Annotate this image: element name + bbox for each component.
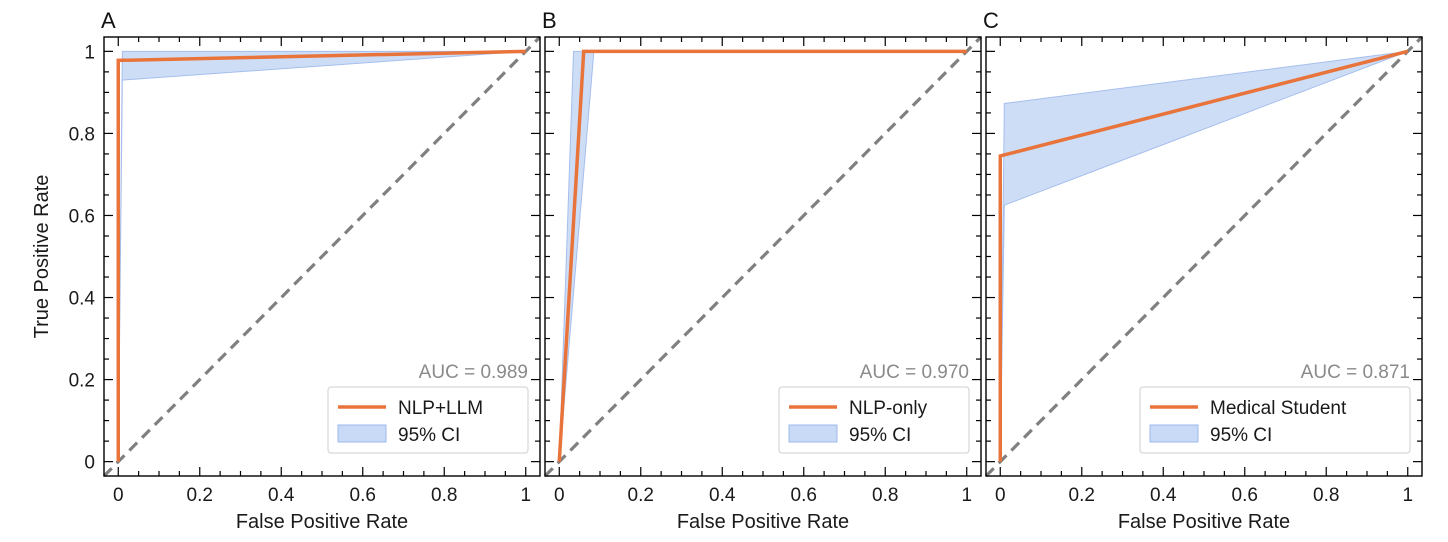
diagonal-layer	[102, 35, 542, 478]
y-tick-label: 0.8	[69, 124, 95, 145]
x-tick-label: 0	[554, 485, 565, 506]
legend-ci-swatch	[788, 424, 838, 443]
auc-annotation: AUC = 0.970	[860, 362, 969, 383]
x-tick-label: 0.8	[872, 485, 898, 506]
legend-ci-label: 95% CI	[849, 425, 911, 446]
y-tick-label: 0.2	[69, 371, 95, 392]
x-tick-label: 0.6	[350, 485, 376, 506]
legend: NLP-only 95% CI	[778, 386, 970, 454]
legend-ci-label: 95% CI	[1210, 425, 1272, 446]
x-tick-label: 0.8	[1313, 485, 1339, 506]
y-tick-label: 1	[84, 42, 95, 63]
x-tick-label: 0.8	[431, 485, 457, 506]
roc-line-layer	[557, 49, 967, 462]
legend-ci-swatch	[1149, 424, 1199, 443]
legend-line-label: NLP-only	[849, 398, 928, 419]
x-tick-label: 1	[520, 485, 531, 506]
ci-band	[558, 50, 967, 462]
y-tick-label: 0.6	[69, 206, 95, 227]
x-tick-label: 0.4	[1150, 485, 1177, 506]
panel-label: A	[101, 8, 116, 33]
x-tick-label: 0.2	[628, 485, 654, 506]
panel-a: 0 0.2 0.4 0.6 0.8 1 0 0.2 0.4 0.6 0.8 1 A False Pos…	[31, 8, 542, 533]
auc-annotation: AUC = 0.989	[419, 362, 528, 383]
y-axis-title: True Positive Rate	[31, 175, 53, 339]
roc-curve	[557, 49, 967, 462]
tick-labels: 0 0.2 0.4 0.6 0.8 1 0 0.2 0.4 0.6 0.8 1	[69, 42, 531, 506]
x-tick-label: 0.2	[1069, 485, 1095, 506]
panel-c: 0 0.2 0.4 0.6 0.8 1 C False Positive Rate AUC…	[983, 8, 1424, 533]
x-tick-label: 0.4	[268, 485, 295, 506]
panel-label: B	[542, 8, 557, 33]
legend-line-label: Medical Student	[1210, 398, 1347, 419]
legend-ci-label: 95% CI	[398, 425, 460, 446]
legend-line-label: NLP+LLM	[398, 398, 483, 419]
axes-frame	[103, 36, 541, 477]
legend: Medical Student 95% CI	[1139, 386, 1411, 454]
x-tick-label: 0.6	[1232, 485, 1258, 506]
x-tick-label: 1	[961, 485, 972, 506]
legend: NLP+LLM 95% CI	[327, 386, 529, 454]
roc-line-layer	[998, 49, 1409, 462]
x-tick-label: 1	[1402, 485, 1413, 506]
legend-box	[1139, 386, 1411, 454]
diagonal-layer	[543, 35, 983, 478]
chance-diagonal	[543, 35, 983, 478]
x-tick-label: 0.4	[709, 485, 736, 506]
auc-annotation: AUC = 0.871	[1301, 362, 1410, 383]
y-tick-label: 0	[84, 453, 95, 474]
y-tick-label: 0.4	[69, 289, 96, 310]
x-tick-label: 0	[995, 485, 1006, 506]
x-tick-label: 0.6	[791, 485, 817, 506]
x-axis-title: False Positive Rate	[236, 511, 408, 533]
x-tick-label: 0	[113, 485, 124, 506]
panel-b: 0 0.2 0.4 0.6 0.8 1 B False Positive Rate AUC…	[542, 8, 983, 533]
chance-diagonal	[984, 35, 1424, 478]
panel-label: C	[983, 8, 999, 33]
ci-band-layer	[558, 50, 967, 462]
x-axis-title: False Positive Rate	[1118, 511, 1290, 533]
tick-labels: 0 0.2 0.4 0.6 0.8 1	[554, 485, 972, 506]
axes-frame	[544, 36, 982, 477]
roc-curve	[998, 49, 1409, 462]
roc-curve	[116, 49, 526, 462]
axes-frame	[985, 36, 1423, 477]
chance-diagonal	[102, 35, 542, 478]
tick-labels: 0 0.2 0.4 0.6 0.8 1	[995, 485, 1413, 506]
x-tick-label: 0.2	[187, 485, 213, 506]
x-axis-title: False Positive Rate	[677, 511, 849, 533]
legend-ci-swatch	[337, 424, 387, 443]
roc-line-layer	[116, 49, 526, 462]
diagonal-layer	[984, 35, 1424, 478]
